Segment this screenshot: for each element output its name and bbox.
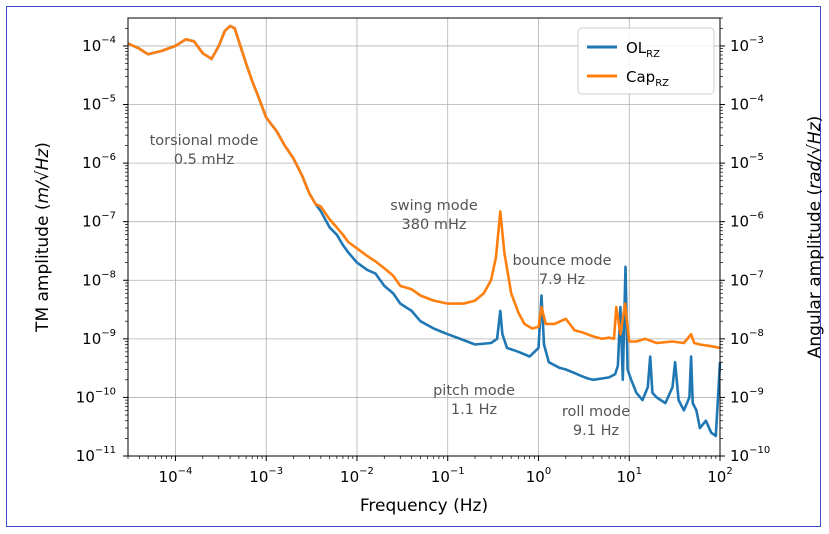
series-line-cap <box>127 24 721 350</box>
x-tick-label: 10−1 <box>431 466 465 486</box>
legend-label-cap: CapRZ <box>626 68 669 89</box>
y-tick-label: 10−11 <box>76 445 116 465</box>
y2-tick-label: 10−9 <box>730 386 764 406</box>
svg-text:Angular amplitude (rad/√Hz): Angular amplitude (rad/√Hz) <box>805 116 825 359</box>
y-tick-label: 10−9 <box>82 328 116 348</box>
plot-border <box>127 17 721 457</box>
y2-tick-label: 10−4 <box>730 94 764 114</box>
annotation-roll: 9.1 Hz <box>573 423 619 439</box>
y2-tick-label: 10−7 <box>730 269 764 289</box>
x-tick-label: 10−2 <box>340 466 374 486</box>
y-tick-label: 10−8 <box>82 269 116 289</box>
x-tick-label: 102 <box>707 466 732 486</box>
y-tick-label: 10−6 <box>82 152 116 172</box>
x-axis-label: Frequency (Hz) <box>360 496 488 516</box>
x-tick-label: 101 <box>617 466 642 486</box>
y2-tick-label: 10−8 <box>730 328 764 348</box>
y2-tick-label: 10−10 <box>730 445 770 465</box>
annotation-roll: roll mode <box>562 404 630 420</box>
figure-frame <box>6 6 821 527</box>
annotation-bounce: bounce mode <box>512 253 611 269</box>
x-tick-label: 100 <box>526 466 551 486</box>
y-tick-label: 10−5 <box>82 94 116 114</box>
ticks: 10−4 10−3 10−2 10−1 100 101 102 10−4 10−5 10−6 10−… <box>76 17 770 486</box>
annotation-swing: swing mode <box>390 198 478 214</box>
annotation-torsional: 0.5 mHz <box>174 152 234 168</box>
y2-tick-label: 10−6 <box>730 211 764 231</box>
x-tick-label: 10−3 <box>249 466 283 486</box>
legend-label-ol: OLRZ <box>626 39 660 60</box>
y-tick-label: 10−10 <box>76 386 116 406</box>
y-tick-label: 10−4 <box>82 35 116 55</box>
y-tick-label: 10−7 <box>82 211 116 231</box>
y2-tick-label: 10−5 <box>730 152 764 172</box>
annotation-torsional: torsional mode <box>150 133 259 149</box>
annotation-pitch: 1.1 Hz <box>451 402 497 418</box>
y-axis-label: TM amplitude (m/√Hz) <box>33 142 53 333</box>
annotation-bounce: 7.9 Hz <box>539 272 585 288</box>
y2-tick-label: 10−3 <box>730 35 764 55</box>
y2-axis-label: Angular amplitude (rad/√Hz) <box>805 116 825 359</box>
legend: OLRZ CapRZ <box>577 27 715 95</box>
series <box>127 24 722 438</box>
x-tick-label: 10−4 <box>159 466 193 486</box>
annotation-pitch: pitch mode <box>433 383 515 399</box>
svg-text:TM amplitude (m/√Hz): TM amplitude (m/√Hz) <box>33 142 53 333</box>
annotation-swing: 380 mHz <box>402 217 467 233</box>
annotations: torsional mode 0.5 mHz swing mode 380 mHz bo… <box>150 133 631 439</box>
